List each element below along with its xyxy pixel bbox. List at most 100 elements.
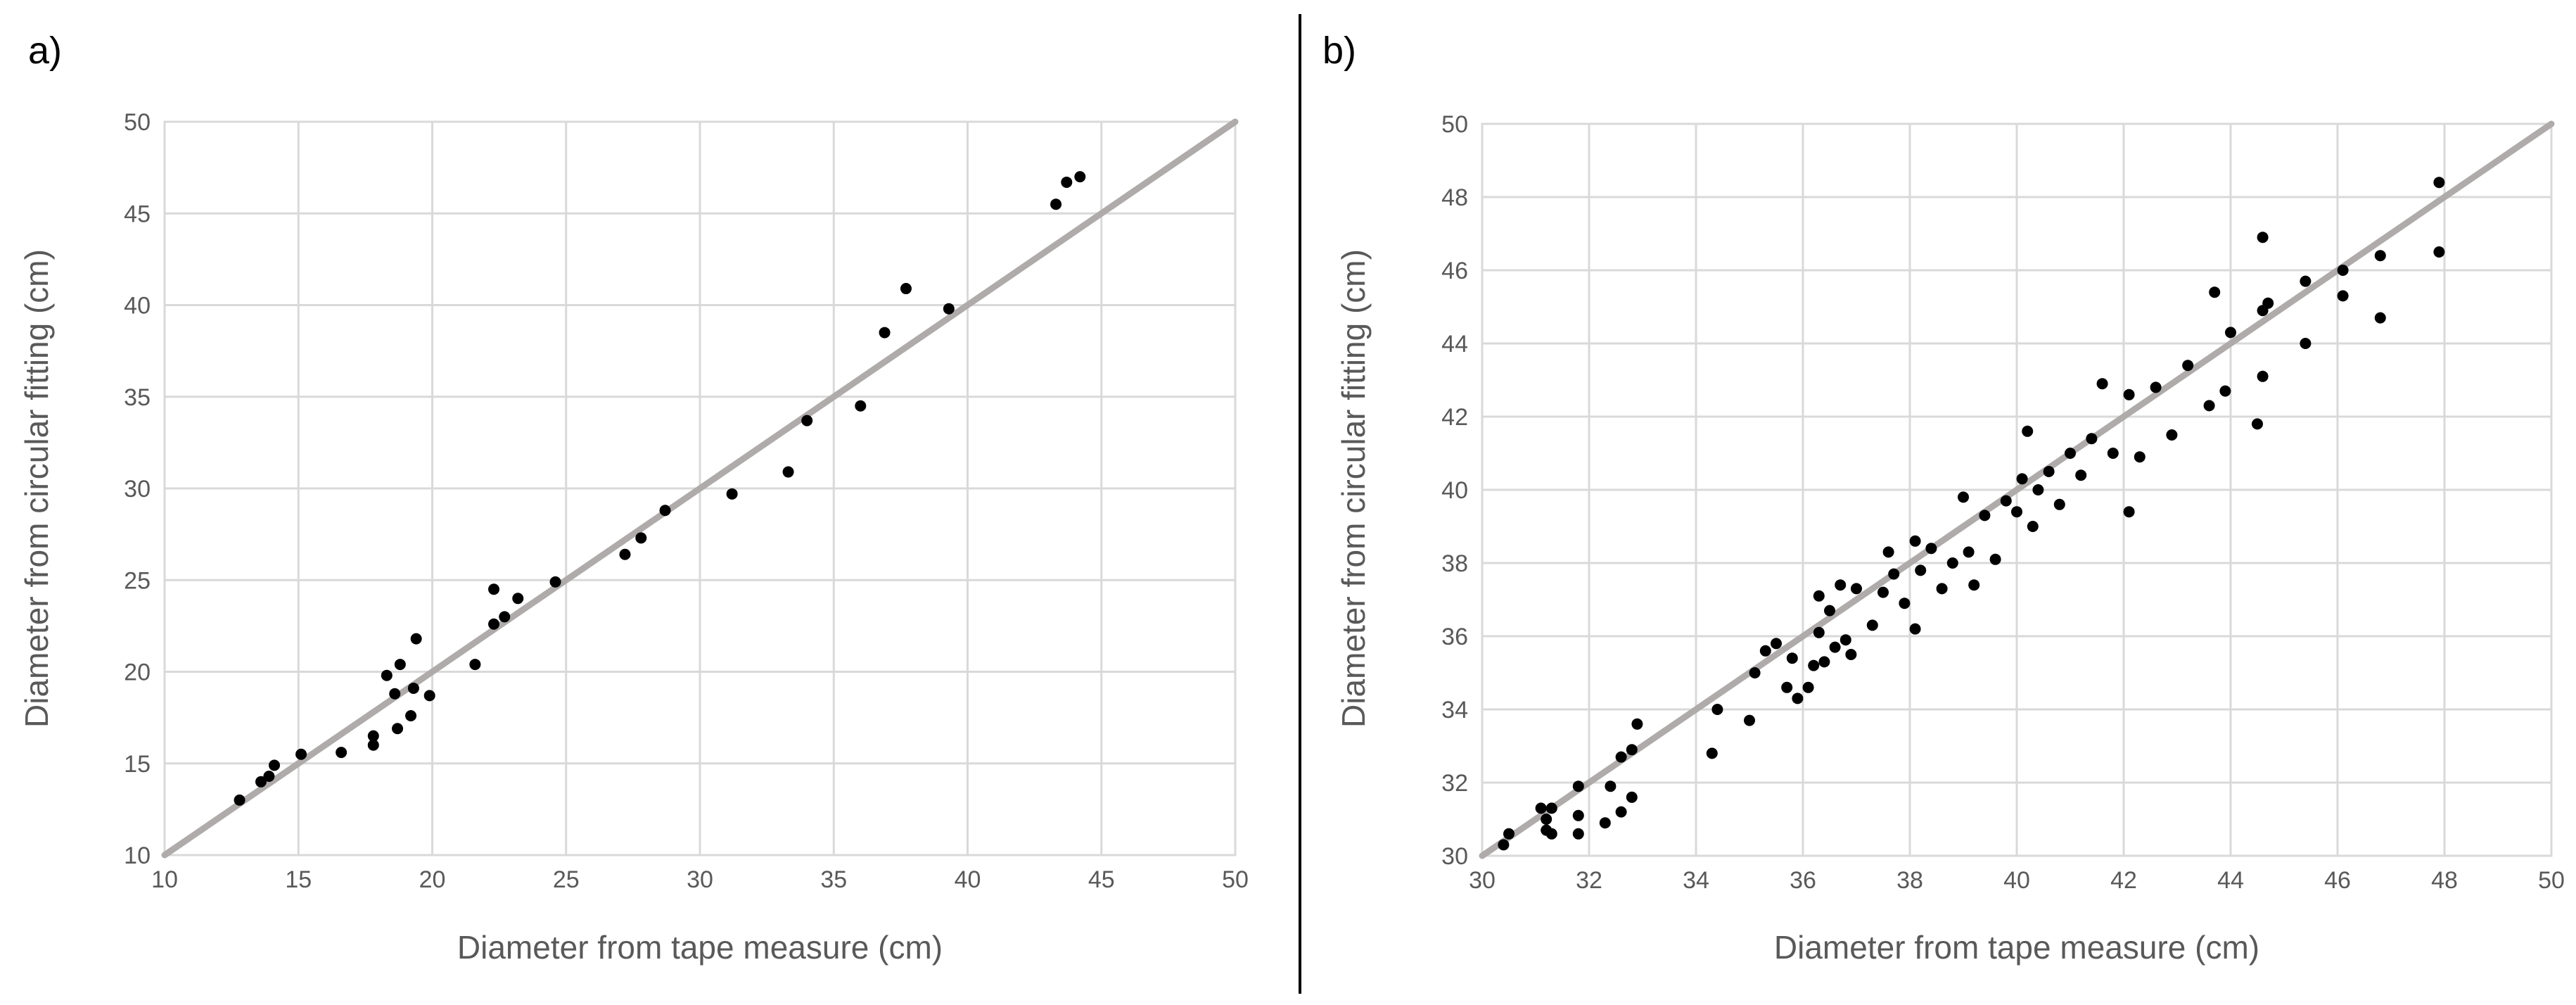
panel-a-x-tick-label: 40 — [955, 866, 981, 893]
panel-a-x-tick-label: 50 — [1222, 866, 1249, 893]
panel-b-data-point — [1792, 693, 1804, 704]
panel-b-data-point — [1888, 568, 1900, 580]
panel-b-data-point — [2209, 286, 2221, 298]
panel-b-data-point — [1545, 802, 1557, 814]
panel-a-x-tick-label: 35 — [820, 866, 847, 893]
panel-b-x-tick-label: 34 — [1683, 867, 1709, 894]
panel-b-data-point — [1599, 817, 1611, 829]
panel-a-x-tick-label: 15 — [285, 866, 312, 893]
panel-b-data-point — [1963, 546, 1975, 558]
panel-a-reference-line-group — [161, 118, 1239, 859]
panel-a-data-point — [1061, 176, 1073, 188]
panel-b-data-point — [2053, 498, 2065, 510]
panel-a-data-point — [381, 669, 393, 681]
panel-b-data-point — [2027, 521, 2039, 532]
panel-a-data-point — [943, 303, 955, 315]
panel-b-data-point — [2032, 484, 2044, 495]
panel-b-data-point — [2086, 433, 2098, 445]
panel-b-data-point — [1851, 583, 1862, 595]
panel-a-data-point — [512, 593, 524, 605]
panel-b-data-point — [2337, 265, 2349, 276]
panel-a-data-point — [469, 659, 481, 671]
panel-b-data-point — [2150, 381, 2162, 393]
panel-b-data-point — [1824, 605, 1835, 617]
panel-b-data-point — [1909, 623, 1921, 635]
panel-a-data-point — [405, 710, 417, 722]
panel-b-data-point — [1781, 681, 1793, 693]
panel-b-x-tick-label: 48 — [2431, 867, 2458, 894]
panel-b-y-axis-title: Diameter from circular fitting (cm) — [1335, 249, 1372, 728]
panel-b-data-point — [1744, 714, 1755, 726]
panel-b-y-tick-label: 36 — [1441, 624, 1468, 650]
panel-b-data-point — [2433, 246, 2445, 258]
panel-b-data-point — [1835, 579, 1847, 591]
panel-a-data-point — [263, 770, 275, 782]
panel-b-data-point — [2225, 327, 2236, 339]
panel-b-data-point — [2016, 473, 2028, 485]
panel-b-data-point — [2300, 275, 2312, 287]
panel-b-data-point — [2166, 429, 2178, 441]
panel-a-data-point — [336, 747, 347, 759]
panel-b-data-point — [1866, 619, 1878, 631]
panel-a-y-tick-label: 40 — [124, 293, 151, 320]
panel-b-y-tick-label: 40 — [1441, 477, 1468, 504]
panel-a-y-tick-label: 50 — [124, 109, 151, 136]
panel-b-data-point — [1572, 828, 1584, 840]
panel-b-data-point — [2134, 451, 2145, 463]
panel-b-x-tick-label: 38 — [1896, 867, 1923, 894]
panel-b-data-point — [2043, 466, 2055, 477]
panel-b-x-tick-label: 40 — [2003, 867, 2030, 894]
panel-b-data-point — [2022, 425, 2034, 437]
panel-a-x-tick-labels: 10 15 20 25 30 35 40 45 50 — [151, 866, 1249, 893]
panel-b-data-point — [1771, 638, 1782, 650]
panel-b-x-tick-label: 50 — [2538, 867, 2565, 894]
panel-a-data-point — [255, 776, 267, 788]
panel-b-y-tick-labels: 30 32 34 36 38 40 42 44 46 48 50 — [1441, 111, 1468, 870]
panel-b-data-point — [1818, 656, 1830, 668]
panel-b-y-tick-label: 46 — [1441, 258, 1468, 284]
panel-a-data-point — [392, 723, 404, 735]
panel-b-data-point — [1615, 806, 1627, 818]
panel-b-data-point — [1882, 546, 1894, 558]
panel-a-data-point — [394, 659, 406, 671]
panel-b-data-point — [2257, 370, 2269, 382]
panel-b-data-point — [2300, 338, 2312, 349]
panel-a-data-point — [726, 488, 738, 500]
panel-a-y-tick-label: 15 — [124, 751, 151, 778]
panel-b-y-tick-label: 34 — [1441, 697, 1468, 723]
panel-b-x-tick-label: 46 — [2324, 867, 2351, 894]
panel-a-data-point — [1074, 171, 1086, 183]
panel-a-data-point — [410, 633, 422, 645]
panel-a-data-point — [488, 583, 500, 595]
panel-b-data-point — [1541, 814, 1552, 825]
panel-b-x-tick-labels: 30 32 34 36 38 40 42 44 46 48 50 — [1469, 867, 2565, 894]
panel-a-label: a) — [28, 30, 62, 72]
panel-b-data-point — [1802, 681, 1814, 693]
panel-b-data-point — [2433, 177, 2445, 189]
panel-a-data-point — [389, 688, 401, 700]
panel-b-data-point — [1968, 579, 1980, 591]
panel-b-y-tick-label: 30 — [1441, 843, 1468, 870]
panel-a-data-point — [367, 730, 379, 742]
panel-b-data-point — [1749, 667, 1761, 678]
panel-a-data-point — [549, 576, 561, 588]
panel-a-plot-area — [163, 120, 1237, 857]
panel-b-data-point — [1615, 751, 1627, 763]
panel-a-points — [234, 171, 1086, 806]
panel-b-data-point — [1845, 649, 1857, 660]
panel-b-data-point — [1631, 718, 1643, 730]
panel-b-data-point — [1711, 704, 1723, 715]
panel-a-data-point — [659, 505, 671, 517]
panel-b-data-point — [2000, 495, 2012, 507]
panel-a-y-tick-label: 10 — [124, 842, 151, 869]
panel-b-x-axis-title: Diameter from tape measure (cm) — [1774, 929, 2259, 966]
panel-a-y-axis-title: Diameter from circular fitting (cm) — [18, 249, 55, 728]
panel-a-data-point — [234, 794, 246, 806]
panel-a-data-point — [423, 690, 435, 702]
panel-b-data-point — [1572, 780, 1584, 792]
panel-b-y-tick-label: 44 — [1441, 331, 1468, 358]
panel-b-data-point — [2374, 250, 2386, 262]
panel-a-data-point — [635, 532, 647, 544]
panel-b-data-point — [1877, 586, 1889, 598]
panel-a-y-tick-label: 35 — [124, 384, 151, 411]
